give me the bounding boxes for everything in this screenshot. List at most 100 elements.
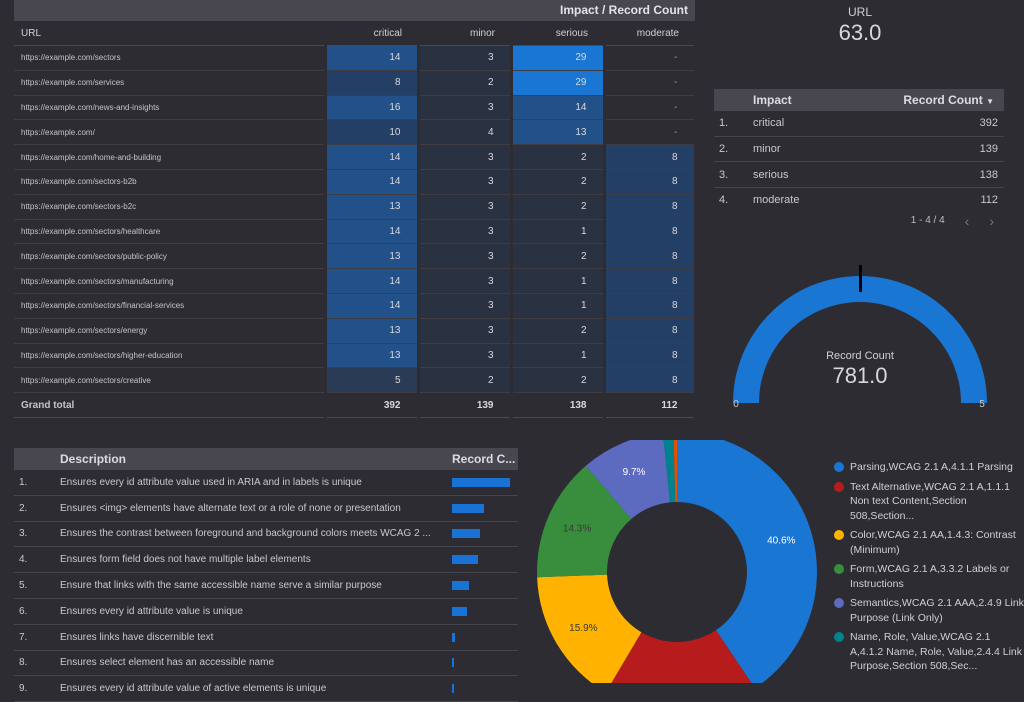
impact-count: 392 bbox=[979, 117, 998, 130]
row-index: 3. bbox=[719, 168, 729, 181]
description-row[interactable]: 8. Ensures select element has an accessib… bbox=[14, 651, 518, 677]
col-url[interactable]: URL bbox=[14, 21, 325, 46]
col-moderate[interactable]: moderate bbox=[604, 21, 695, 46]
donut-slice[interactable] bbox=[537, 465, 632, 578]
row-url: https://example.com/sectors bbox=[14, 45, 326, 71]
gauge-svg: Record Count 781.0 0 5 bbox=[733, 265, 987, 410]
description-row[interactable]: 9. Ensures every id attribute value of ac… bbox=[14, 676, 518, 702]
pivot-row: https://example.com/sectors-b2b 14 3 2 8 bbox=[14, 169, 697, 195]
legend-item[interactable]: Text Alternative,WCAG 2.1 A,1.1.1 Non te… bbox=[834, 480, 1024, 524]
pivot-row: https://example.com/10 4 13- bbox=[14, 119, 697, 146]
legend-swatch-icon bbox=[834, 632, 844, 642]
donut-slice[interactable] bbox=[677, 432, 817, 689]
col-critical[interactable]: critical bbox=[325, 21, 418, 46]
row-index: 5. bbox=[19, 580, 28, 592]
impact-table-header: Impact Record Count ▼ bbox=[714, 89, 1004, 111]
cell-critical: 13 bbox=[323, 243, 420, 270]
row-index: 3. bbox=[19, 528, 28, 540]
cell-serious: 29 bbox=[509, 70, 606, 96]
cell-serious: 1 bbox=[509, 268, 606, 294]
cell-serious: 2 bbox=[509, 144, 606, 170]
donut-slice[interactable] bbox=[585, 432, 670, 519]
cell-moderate: 8 bbox=[602, 243, 697, 270]
description-table: Description Record C... 1. Ensures every … bbox=[14, 448, 518, 702]
legend-item[interactable]: Color,WCAG 2.1 AA,1.4.3: Contrast (Minim… bbox=[834, 528, 1024, 557]
impact-row[interactable]: 1. critical 392 bbox=[714, 111, 1004, 137]
description-row[interactable]: 1. Ensures every id attribute value used … bbox=[14, 470, 518, 496]
donut-slice[interactable] bbox=[673, 432, 677, 503]
page-range: 1 - 4 / 4 bbox=[910, 215, 945, 227]
cell-minor: 3 bbox=[416, 45, 513, 71]
description-label: Ensures select element has an accessible… bbox=[60, 657, 275, 669]
col-description[interactable]: Description bbox=[60, 452, 127, 466]
legend-item[interactable]: Parsing,WCAG 2.1 A,4.1.1 Parsing bbox=[834, 460, 1024, 475]
donut-slice[interactable] bbox=[662, 432, 676, 503]
total-critical: 392 bbox=[323, 392, 420, 419]
donut-slice[interactable] bbox=[537, 574, 642, 693]
cell-minor: 3 bbox=[416, 268, 513, 294]
description-row[interactable]: 2. Ensures <img> elements have alternate … bbox=[14, 496, 518, 522]
gauge-max: 5 bbox=[979, 399, 985, 410]
cell-moderate: 8 bbox=[602, 219, 697, 245]
row-index: 4. bbox=[719, 194, 729, 207]
scorecard-label: URL bbox=[847, 5, 872, 19]
cell-moderate: 8 bbox=[602, 194, 697, 220]
donut-chart: 40.6% 15.9% 14.3% 9.7% bbox=[530, 432, 830, 702]
legend-item[interactable]: Name, Role, Value,WCAG 2.1 A,4.1.2 Name,… bbox=[834, 630, 1024, 674]
cell-critical: 14 bbox=[323, 169, 420, 195]
description-table-header: Description Record C... bbox=[14, 448, 518, 470]
legend-item[interactable]: Semantics,WCAG 2.1 AAA,2.4.9 Link Purpos… bbox=[834, 596, 1024, 625]
cell-moderate: - bbox=[602, 95, 697, 121]
pivot-row: https://example.com/sectors/healthcare 14… bbox=[14, 219, 697, 245]
record-count-bar bbox=[452, 555, 479, 565]
record-count-bar bbox=[452, 632, 455, 642]
description-row[interactable]: 7. Ensures links have discernible text bbox=[14, 625, 518, 651]
record-count-gauge: Record Count 781.0 0 5 bbox=[726, 262, 996, 412]
impact-row[interactable]: 2. minor 139 bbox=[714, 137, 1004, 163]
cell-moderate: 8 bbox=[602, 318, 697, 344]
description-row[interactable]: 6. Ensures every id attribute value is un… bbox=[14, 599, 518, 625]
record-count-cell bbox=[452, 522, 518, 547]
slice-label: 14.3% bbox=[563, 523, 591, 534]
description-label: Ensure that links with the same accessib… bbox=[60, 580, 382, 592]
pivot-row: https://example.com/sectors/manufacturin… bbox=[14, 268, 697, 294]
cell-minor: 4 bbox=[416, 119, 513, 146]
cell-minor: 3 bbox=[416, 169, 513, 195]
impact-row[interactable]: 4. moderate 112 bbox=[714, 188, 1004, 213]
col-record-count[interactable]: Record Count ▼ bbox=[903, 93, 994, 107]
row-url: https://example.com/sectors/energy bbox=[14, 318, 326, 344]
record-count-cell bbox=[452, 651, 518, 676]
cell-moderate: - bbox=[602, 119, 697, 146]
cell-serious: 2 bbox=[509, 194, 606, 220]
pivot-row: https://example.com/home-and-building 14 3… bbox=[14, 144, 697, 170]
cell-critical: 14 bbox=[323, 293, 420, 319]
record-count-cell bbox=[452, 625, 518, 650]
cell-critical: 14 bbox=[323, 45, 420, 71]
row-url: https://example.com/sectors/healthcare bbox=[14, 219, 326, 245]
col-minor[interactable]: minor bbox=[418, 21, 511, 46]
col-serious[interactable]: serious bbox=[511, 21, 604, 46]
legend-item[interactable]: Form,WCAG 2.1 A,3.3.2 Labels or Instruct… bbox=[834, 562, 1024, 591]
cell-critical: 13 bbox=[323, 194, 420, 220]
cell-serious: 29 bbox=[509, 45, 606, 71]
row-index: 6. bbox=[19, 605, 28, 617]
description-label: Ensures every id attribute value is uniq… bbox=[60, 605, 243, 617]
cell-moderate: 8 bbox=[602, 293, 697, 319]
col-impact[interactable]: Impact bbox=[753, 93, 792, 107]
prev-page-icon[interactable]: ‹ bbox=[964, 212, 970, 229]
cell-critical: 14 bbox=[323, 268, 420, 294]
description-row[interactable]: 3. Ensures the contrast between foregroun… bbox=[14, 522, 518, 548]
next-page-icon[interactable]: › bbox=[989, 212, 994, 229]
gauge-min: 0 bbox=[733, 399, 739, 410]
description-row[interactable]: 4. Ensures form field does not have multi… bbox=[14, 547, 518, 574]
pivot-row: https://example.com/sectors 14 3 29- bbox=[14, 45, 697, 71]
cell-critical: 13 bbox=[323, 343, 420, 369]
gauge-target-marker bbox=[859, 265, 862, 292]
impact-row[interactable]: 3. serious 138 bbox=[714, 162, 1004, 189]
description-row[interactable]: 5. Ensure that links with the same access… bbox=[14, 573, 518, 599]
legend-label: Parsing,WCAG 2.1 A,4.1.1 Parsing bbox=[850, 461, 1013, 473]
cell-serious: 1 bbox=[509, 293, 606, 319]
col-record-count[interactable]: Record C... bbox=[452, 452, 516, 466]
pivot-table: Impact / Record Count URL critical minor… bbox=[14, 0, 697, 419]
record-count-bar bbox=[452, 581, 470, 591]
